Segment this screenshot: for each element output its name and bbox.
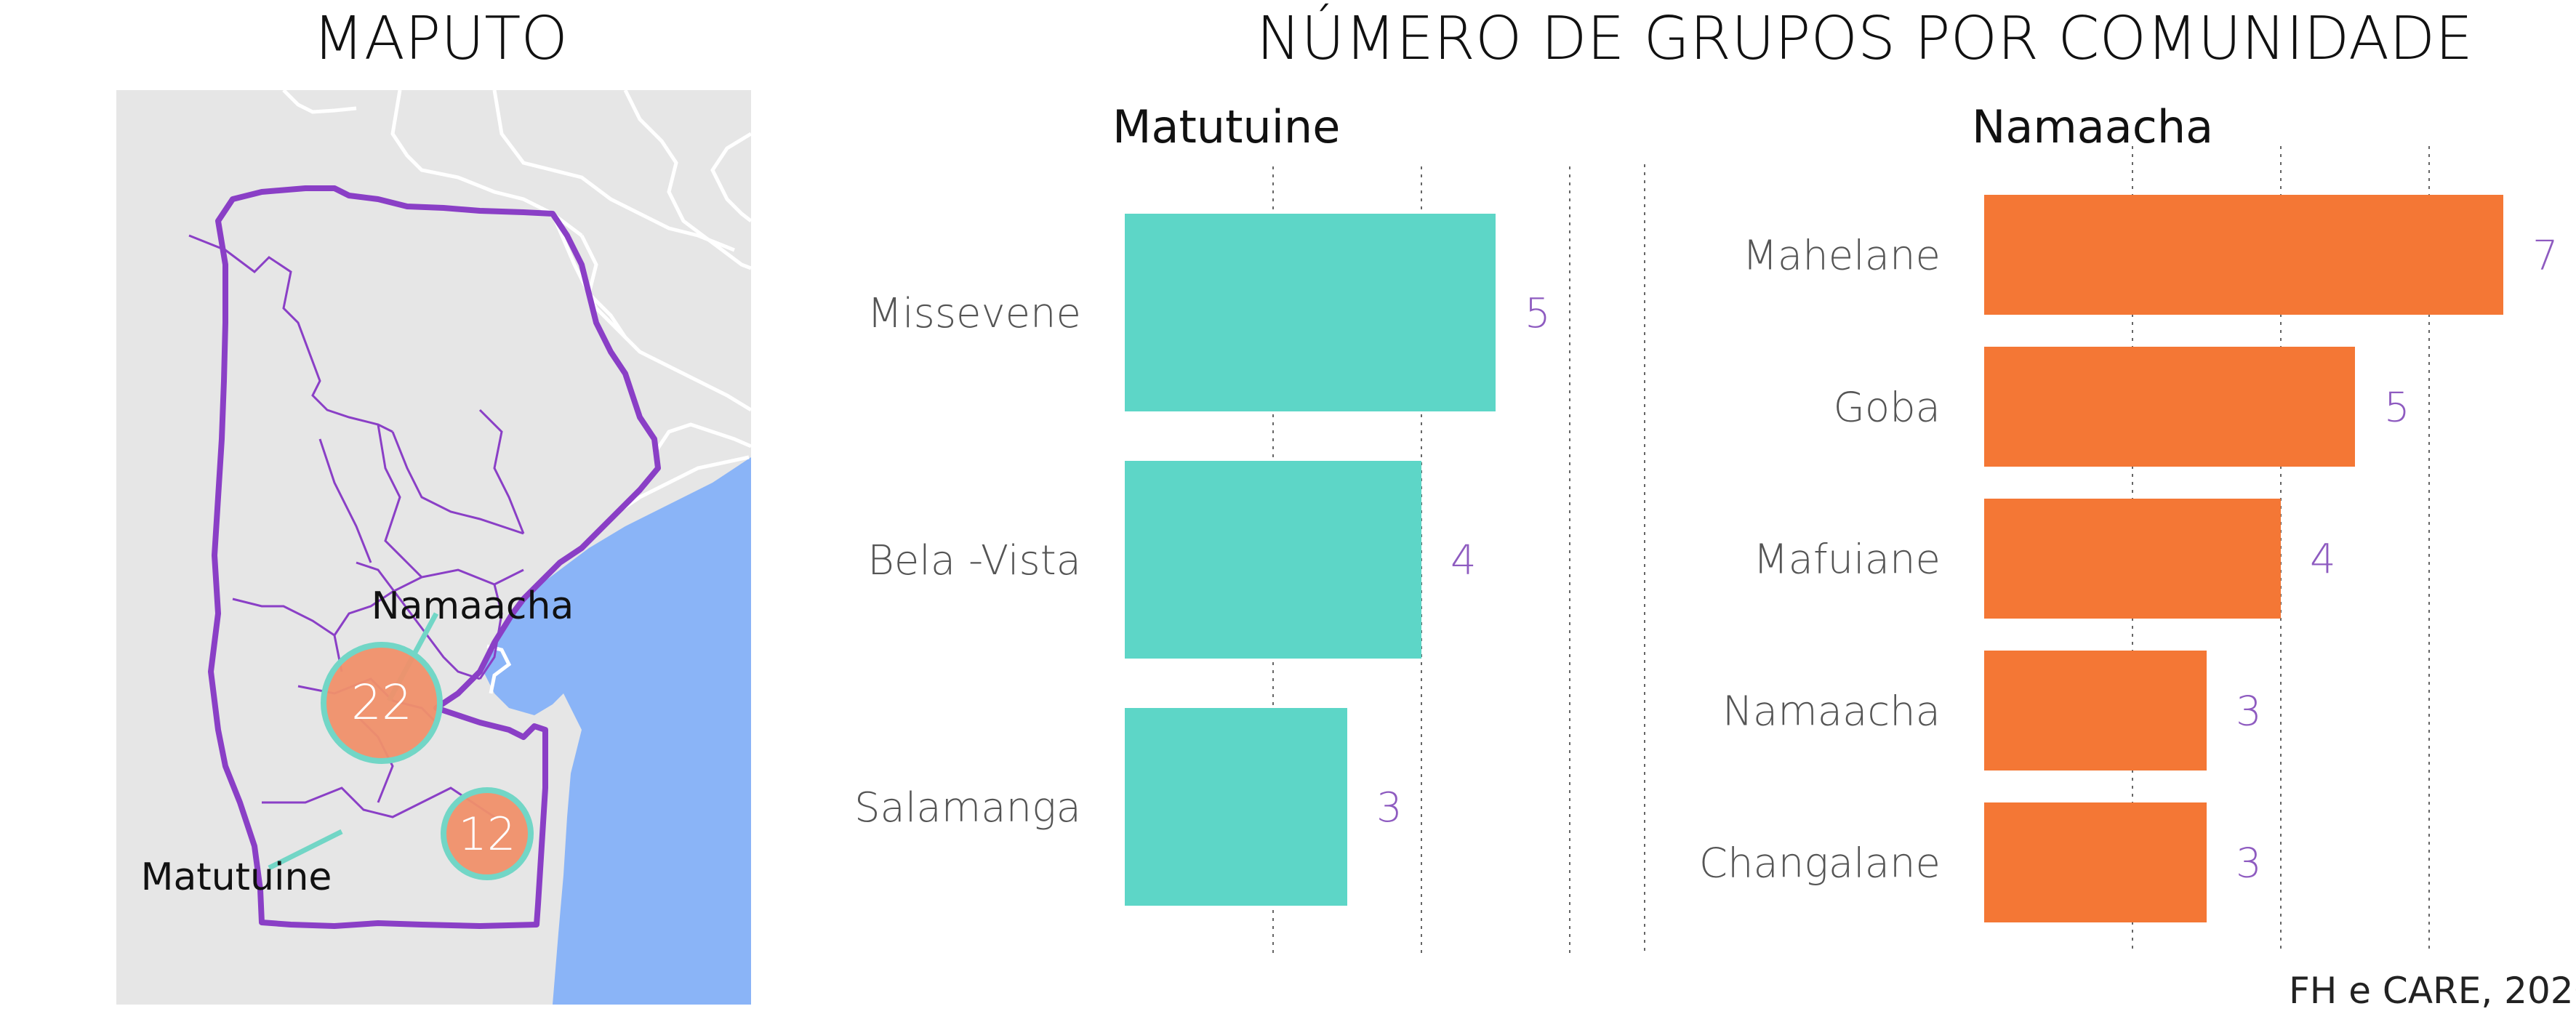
facet-title: Namaacha	[1972, 100, 2213, 153]
bubble-value-namaacha: 22	[351, 675, 412, 731]
category-label: Namaacha	[1722, 688, 1941, 736]
bar	[1984, 347, 2355, 467]
category-label: Changalane	[1699, 840, 1941, 888]
bar	[1984, 802, 2207, 922]
map-title: MAPUTO	[313, 4, 568, 73]
category-label: Salamanga	[854, 784, 1081, 832]
category-label: Mafuiane	[1753, 536, 1941, 584]
value-label: 3	[2236, 840, 2262, 888]
category-label: Bela -Vista	[867, 537, 1081, 584]
value-label: 4	[1450, 537, 1477, 584]
category-label: Mahelane	[1743, 233, 1941, 280]
maputo-map: 22 Namaacha 12 Matutuine	[116, 90, 751, 1005]
source-note: FH e CARE, 2020	[2289, 970, 2576, 1012]
value-label: 4	[2310, 536, 2336, 584]
category-label: Missevene	[867, 290, 1081, 337]
bar	[1984, 651, 2207, 771]
bubble-circle-matutuine	[441, 787, 534, 880]
value-label: 3	[1376, 784, 1403, 832]
bubble-label-matutuine: Matutuine	[141, 856, 332, 899]
bubble-matutuine: 12 Matutuine	[141, 787, 534, 899]
bar	[1125, 708, 1347, 906]
facet-title: Matutuine	[1112, 100, 1340, 153]
bubble-circle-namaacha	[321, 642, 443, 764]
map-sea	[483, 457, 751, 1005]
value-label: 5	[2384, 385, 2410, 432]
chart-title: NÚMERO DE GRUPOS POR COMUNIDADE	[1256, 4, 2473, 73]
bubble-value-matutuine: 12	[459, 808, 516, 861]
chart-matutuine: Matutuine Missevene 5 Bela -Vista 4 Salamanga…	[854, 100, 1570, 954]
province-border	[208, 185, 661, 929]
category-label: Goba	[1833, 385, 1941, 432]
bar	[1984, 499, 2281, 619]
bar	[1984, 195, 2503, 315]
value-label: 5	[1525, 290, 1551, 337]
bubble-label-namaacha: Namaacha	[372, 584, 574, 628]
bubble-namaacha: 22 Namaacha	[321, 584, 574, 764]
chart-namaacha: Namaacha Mahelane 7 Goba 5 Mafuiane 4 Namaacha 3…	[1699, 100, 2559, 954]
value-label: 3	[2236, 688, 2262, 736]
value-label: 7	[2532, 233, 2559, 280]
bar	[1125, 214, 1496, 411]
callout-line-matutuine	[268, 829, 343, 871]
bar	[1125, 461, 1421, 659]
neighbor-borders	[282, 90, 751, 694]
